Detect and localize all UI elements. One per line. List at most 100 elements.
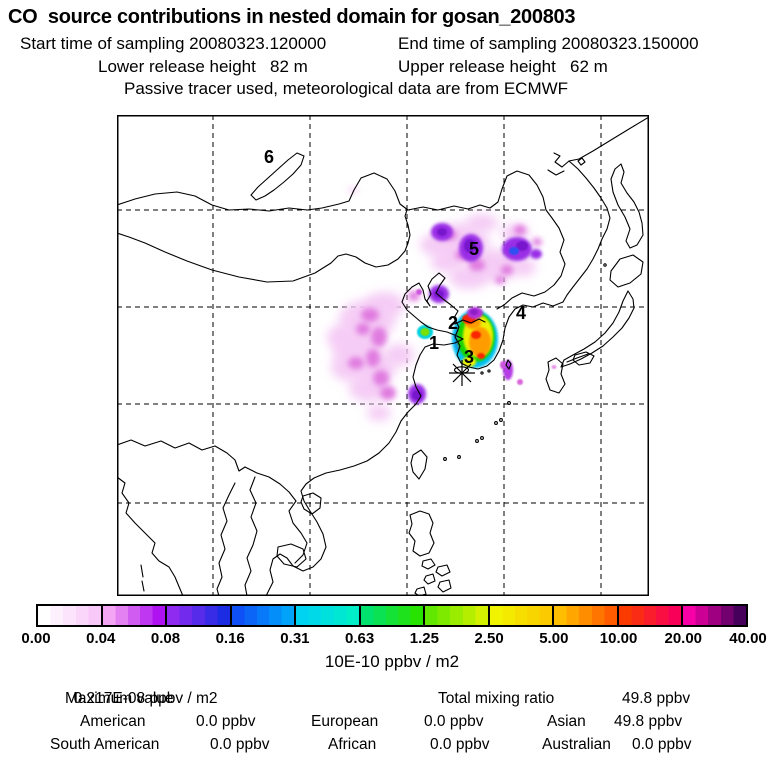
gosan-station-marker [449, 360, 475, 386]
lake-baikal [250, 152, 305, 201]
hokkaido [609, 254, 644, 288]
plume-blob [462, 357, 476, 367]
sakhalin [610, 163, 644, 249]
colorbar-tick-label: 10.00 [599, 630, 638, 647]
colorbar-segment [165, 606, 230, 625]
plume-blob [373, 370, 389, 386]
myanmar-coast [216, 482, 236, 597]
colorbar-segment [487, 606, 553, 625]
start-time-text: Start time of sampling 20080323.120000 [20, 34, 327, 53]
region-south-american-label: South American [50, 736, 160, 753]
thai-myanmar-border [244, 476, 258, 597]
colorbar-segment [38, 606, 101, 625]
plume-blob [471, 331, 481, 339]
colorbar-tick-label: 0.63 [345, 630, 375, 647]
plume-blob [371, 327, 387, 347]
colorbar-segment [552, 606, 617, 625]
end-time-text: End time of sampling 20080323.150000 [398, 34, 699, 53]
plume-blob [477, 353, 485, 359]
taiwan [410, 449, 428, 480]
plume-blob [366, 349, 380, 367]
colorbar-tick-label: 0.04 [86, 630, 116, 647]
region-label-6: 6 [264, 147, 274, 167]
okhotsk-inlets [553, 152, 570, 168]
region-label-3: 3 [464, 347, 474, 367]
region-label-4: 4 [516, 303, 526, 323]
region-label-5: 5 [469, 239, 479, 259]
colorbar-tick-label: 1.25 [409, 630, 439, 647]
indochina-border-2 [288, 500, 308, 564]
lower-release-text: Lower release height 82 m [98, 57, 308, 76]
region-label-1: 1 [429, 333, 439, 353]
philippine-islands [414, 558, 452, 597]
primorye-coast [562, 160, 611, 303]
plume-blob [466, 214, 498, 232]
plume-blob [530, 249, 542, 259]
upper-release-text: Upper release height 62 m [398, 57, 608, 76]
colorbar [36, 604, 748, 627]
luzon [408, 510, 435, 557]
plume-blob [347, 186, 359, 194]
plume-blob [470, 309, 478, 315]
max-value-text: Maximum value 0.217E-08 ppbv / m2 [65, 690, 218, 707]
tsushima-island [505, 359, 512, 370]
plume-blob [431, 252, 463, 272]
map-frame [117, 115, 649, 596]
plume-blob [501, 265, 513, 275]
colorbar-segment [229, 606, 295, 625]
colorbar-tick-label: 0.00 [21, 630, 51, 647]
plume-blob [551, 365, 557, 369]
plume-blob [420, 236, 444, 254]
russia-mongolia-border [116, 170, 566, 310]
colorbar-tick-labels: 0.00 0.04 0.08 0.16 0.31 0.63 1.25 2.50 5.00 10.0… [21, 630, 766, 648]
total-ratio-label: Total mixing ratio [438, 690, 555, 707]
region-label-2: 2 [448, 313, 458, 333]
region-african-label: African [328, 736, 377, 753]
korea-dmz-line [454, 318, 486, 325]
colorbar-segment [294, 606, 359, 625]
concentration-plumes [327, 186, 557, 421]
region-asian-value: 49.8 ppbv [614, 713, 683, 730]
plume-blob [469, 259, 485, 271]
region-american-value: 0.0 ppbv [196, 713, 256, 730]
colorbar-tick-label: 40.00 [729, 630, 767, 647]
plume-blob [437, 228, 447, 236]
plume-blob [327, 325, 359, 349]
siberia-coast [568, 116, 650, 162]
seto-inland-sea [566, 353, 589, 363]
region-number-labels: 6 5 4 21 3 [264, 147, 526, 367]
plume-blob [517, 379, 523, 385]
map-canvas: 6 5 4 21 3 [116, 115, 650, 597]
hainan [300, 492, 322, 515]
indochina-border-1 [244, 466, 297, 502]
plume-blob [384, 344, 414, 366]
plume-blob [380, 386, 396, 400]
shikoku [572, 351, 595, 366]
plume-blob [416, 289, 422, 295]
plume-blob [495, 276, 505, 284]
colorbar-segment [681, 606, 747, 625]
region-american-label: American [80, 713, 146, 730]
plume-blob [514, 225, 526, 235]
plume-blob [532, 238, 542, 246]
plume-blob [367, 405, 391, 421]
region-european-label: European [311, 713, 379, 730]
shantar-island [577, 157, 586, 166]
region-australian-label: Australian [542, 736, 611, 753]
figure-title: CO source contributions in nested domain… [8, 6, 576, 28]
colorbar-tick-label: 2.50 [474, 630, 504, 647]
region-australian-value: 0.0 ppbv [632, 736, 692, 753]
colorbar-segment [358, 606, 424, 625]
region-european-value: 0.0 ppbv [424, 713, 484, 730]
plume-blob [464, 239, 476, 253]
plume-blob [509, 247, 519, 255]
ryukyu-islands [443, 263, 607, 461]
india-coast [116, 476, 184, 597]
region-south-american-value: 0.0 ppbv [210, 736, 270, 753]
plume-blob [361, 308, 379, 322]
plume-blob [356, 323, 370, 335]
okhotsk-inlets-2 [547, 169, 565, 176]
colorbar-segment [616, 606, 682, 625]
